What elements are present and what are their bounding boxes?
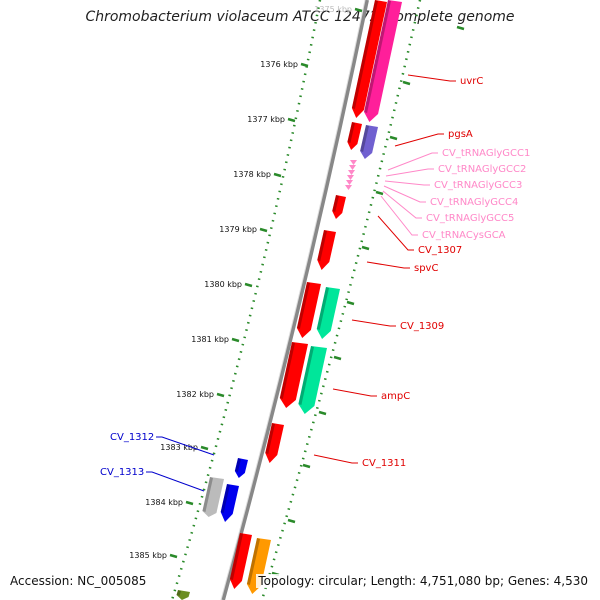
backbone-line (221, 0, 369, 600)
feature-blue-1[interactable] (234, 458, 248, 478)
tick-label: 1379 kbp (219, 225, 257, 234)
leader-line (377, 215, 414, 251)
feature-grey[interactable] (202, 477, 224, 517)
leader-line (383, 185, 426, 203)
trna-arrow[interactable] (346, 180, 353, 185)
tick-label: 1376 kbp (260, 60, 298, 69)
gene-label[interactable]: CV_1312 (110, 432, 154, 443)
leader-line (146, 471, 205, 492)
tick-label: 1385 kbp (129, 551, 167, 560)
cds-red-lower[interactable] (229, 533, 252, 589)
gene-label[interactable]: spvC (414, 263, 438, 274)
genome-summary-text: Topology: circular; Length: 4,751,080 bp… (256, 574, 590, 588)
gene-label[interactable]: CV_tRNACysGCA (422, 230, 506, 241)
feature-purple[interactable] (360, 125, 378, 159)
tick-label: 1383 kbp (160, 443, 198, 452)
leader-line (385, 168, 434, 177)
label-leaders (146, 74, 456, 492)
tick-marks (169, 7, 465, 577)
gene-label[interactable]: CV_tRNAGlyGCC5 (426, 213, 514, 224)
gene-label[interactable]: CV_tRNAGlyGCC2 (438, 164, 526, 175)
trna-arrow[interactable] (350, 160, 357, 165)
feature-magenta[interactable] (364, 0, 402, 122)
map-title: Chromobacterium violaceum ATCC 12472, co… (85, 9, 515, 25)
tick-label: 1375 kbp (314, 5, 352, 14)
gene-labels: uvrC pgsA CV_tRNAGlyGCC1 CV_tRNAGlyGCC2 CV_t… (100, 76, 530, 478)
cds-CV_1309[interactable] (296, 282, 321, 338)
cds-spvC[interactable] (317, 230, 336, 270)
leader-line (156, 436, 215, 456)
gene-label[interactable]: CV_1307 (418, 245, 462, 256)
tick-label: 1382 kbp (176, 390, 214, 399)
gene-label[interactable]: uvrC (460, 76, 483, 87)
leader-line (384, 180, 430, 186)
accession-text: Accession: NC_005085 (8, 574, 149, 588)
cds-ampC[interactable] (279, 342, 308, 408)
leader-line (313, 454, 358, 464)
leader-line (387, 152, 438, 171)
gene-label[interactable]: CV_tRNAGlyGCC1 (442, 148, 530, 159)
feature-blue-2[interactable] (220, 484, 239, 522)
cds-CV_1311[interactable] (265, 423, 284, 463)
trna-arrow[interactable] (347, 175, 354, 180)
gc-track-right (260, 0, 422, 600)
leader-line (351, 319, 396, 327)
feature-green-2[interactable] (298, 346, 327, 414)
gene-label[interactable]: CV_1313 (100, 467, 144, 478)
feature-green-1[interactable] (316, 287, 340, 339)
leader-line (407, 74, 456, 82)
tick-label: 1380 kbp (204, 280, 242, 289)
trna-arrow[interactable] (345, 185, 352, 190)
gene-features (176, 0, 402, 600)
trna-arrow[interactable] (349, 165, 356, 170)
cds-CV_1307[interactable] (332, 195, 346, 219)
leader-line (394, 133, 444, 147)
leader-line (382, 190, 422, 219)
cds-pgsA[interactable] (347, 122, 362, 150)
tick-label: 1377 kbp (247, 115, 285, 124)
tick-label: 1378 kbp (233, 170, 271, 179)
gene-label[interactable]: CV_tRNAGlyGCC3 (434, 180, 522, 191)
gene-label[interactable]: CV_1309 (400, 321, 444, 332)
leader-line (332, 388, 377, 397)
feature-orange[interactable] (246, 538, 271, 594)
tick-labels: 1375 kbp 1376 kbp 1377 kbp 1378 kbp 1379 kbp… (129, 5, 352, 560)
feature-olive[interactable] (176, 590, 190, 600)
leader-line (380, 195, 418, 236)
gene-label[interactable]: pgsA (448, 129, 473, 140)
leader-line (366, 261, 410, 269)
trna-arrow[interactable] (348, 170, 355, 175)
tick-label: 1384 kbp (145, 498, 183, 507)
tick-label: 1381 kbp (191, 335, 229, 344)
cds-uvrC[interactable] (351, 0, 387, 118)
gene-label[interactable]: CV_tRNAGlyGCC4 (430, 197, 518, 208)
gene-label[interactable]: CV_1311 (362, 458, 406, 469)
gene-label[interactable]: ampC (381, 391, 410, 402)
